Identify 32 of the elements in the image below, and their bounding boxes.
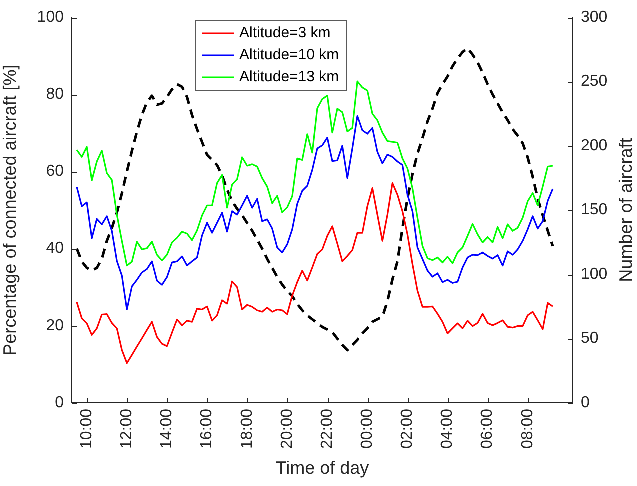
x-tick-label: 20:00 (278, 408, 296, 450)
x-tick-label: 22:00 (318, 408, 336, 450)
x-tick-label: 04:00 (439, 408, 456, 450)
y-tick-label: 0 (55, 394, 64, 412)
x-axis-title: Time of day (276, 458, 370, 478)
legend-label: Altitude=3 km (240, 24, 331, 42)
x-tick-label: 16:00 (198, 408, 216, 450)
x-tick-label: 00:00 (358, 408, 376, 450)
y-tick-label: 60 (46, 163, 64, 180)
x-tick-label: 12:00 (118, 408, 136, 450)
x-tick-label: 06:00 (479, 408, 496, 450)
legend-label: Altitude=10 km (240, 46, 340, 64)
x-tick-label: 14:00 (158, 408, 176, 450)
y2-tick-label: 200 (581, 137, 608, 154)
y-tick-label: 100 (37, 9, 64, 26)
y-tick-label: 80 (46, 86, 64, 104)
x-tick-label: 10:00 (78, 408, 96, 450)
y2-axis-title: Number of aircraft (616, 138, 636, 282)
legend-label: Altitude=13 km (240, 68, 340, 86)
y-tick-label: 40 (46, 240, 64, 258)
y2-tick-label: 0 (581, 394, 590, 412)
y2-tick-label: 250 (581, 73, 608, 90)
y-axis-title: Percentage of connected aircraft [%] (0, 64, 20, 356)
line-series (76, 47, 554, 352)
x-tick-label: 02:00 (399, 408, 416, 450)
y2-tick-label: 50 (581, 330, 599, 348)
y2-tick-label: 300 (581, 9, 608, 26)
y2-tick-label: 100 (581, 266, 608, 283)
x-tick-label: 18:00 (238, 408, 256, 450)
x-tick-label: 08:00 (519, 408, 536, 450)
y-tick-label: 20 (46, 317, 64, 334)
y2-tick-label: 150 (581, 202, 608, 219)
